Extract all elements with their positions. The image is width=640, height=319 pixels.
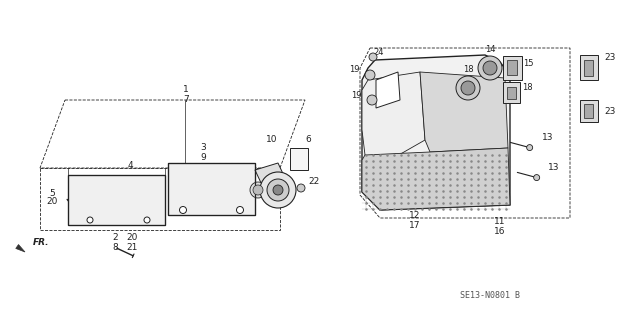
Text: 7: 7 bbox=[183, 95, 189, 105]
Text: 20: 20 bbox=[126, 234, 138, 242]
Text: 11: 11 bbox=[494, 218, 506, 226]
Text: 4: 4 bbox=[127, 160, 133, 169]
Polygon shape bbox=[580, 55, 598, 80]
Polygon shape bbox=[68, 175, 165, 225]
Text: 3: 3 bbox=[200, 143, 206, 152]
Text: 18: 18 bbox=[522, 84, 532, 93]
Circle shape bbox=[367, 95, 377, 105]
Circle shape bbox=[297, 184, 305, 192]
Text: 22: 22 bbox=[308, 177, 319, 187]
Circle shape bbox=[260, 172, 296, 208]
Circle shape bbox=[534, 174, 540, 181]
Circle shape bbox=[456, 76, 480, 100]
Polygon shape bbox=[376, 72, 400, 108]
Polygon shape bbox=[362, 148, 510, 210]
Text: 13: 13 bbox=[548, 164, 559, 173]
Circle shape bbox=[478, 56, 502, 80]
Text: FR.: FR. bbox=[33, 238, 49, 247]
Circle shape bbox=[461, 81, 475, 95]
Text: 19: 19 bbox=[351, 91, 362, 100]
Circle shape bbox=[179, 206, 186, 213]
Bar bbox=[584, 60, 593, 76]
Circle shape bbox=[144, 217, 150, 223]
Text: 19: 19 bbox=[349, 65, 360, 75]
Text: 23: 23 bbox=[604, 54, 616, 63]
Text: 5: 5 bbox=[49, 189, 55, 197]
Circle shape bbox=[253, 185, 263, 195]
Circle shape bbox=[250, 182, 266, 198]
Circle shape bbox=[237, 206, 243, 213]
Text: SE13-N0801 B: SE13-N0801 B bbox=[460, 292, 520, 300]
Text: 18: 18 bbox=[463, 65, 474, 75]
Circle shape bbox=[527, 145, 532, 151]
Polygon shape bbox=[362, 55, 510, 210]
Bar bbox=[584, 104, 593, 118]
Text: 9: 9 bbox=[200, 152, 206, 161]
Circle shape bbox=[87, 217, 93, 223]
Text: 15: 15 bbox=[523, 58, 534, 68]
Circle shape bbox=[273, 185, 283, 195]
Polygon shape bbox=[420, 72, 508, 152]
Text: 23: 23 bbox=[604, 108, 616, 116]
Text: 20: 20 bbox=[46, 197, 58, 206]
Polygon shape bbox=[255, 163, 285, 185]
Text: 17: 17 bbox=[409, 221, 420, 231]
Circle shape bbox=[483, 61, 497, 75]
Polygon shape bbox=[362, 72, 425, 160]
Polygon shape bbox=[503, 56, 522, 80]
Text: 14: 14 bbox=[484, 46, 495, 55]
Circle shape bbox=[365, 70, 375, 80]
Text: 24: 24 bbox=[373, 48, 383, 57]
Polygon shape bbox=[16, 245, 25, 252]
Text: 21: 21 bbox=[126, 243, 138, 253]
Polygon shape bbox=[290, 148, 308, 170]
Bar bbox=[507, 60, 517, 75]
Text: 10: 10 bbox=[266, 136, 278, 145]
Text: 2: 2 bbox=[112, 234, 118, 242]
Text: 6: 6 bbox=[305, 136, 311, 145]
Text: 8: 8 bbox=[112, 243, 118, 253]
Text: 13: 13 bbox=[542, 133, 554, 143]
Text: 16: 16 bbox=[494, 227, 506, 236]
Polygon shape bbox=[168, 163, 255, 215]
Polygon shape bbox=[68, 175, 165, 225]
Text: 12: 12 bbox=[410, 211, 420, 220]
Polygon shape bbox=[580, 100, 598, 122]
Text: 1: 1 bbox=[183, 85, 189, 94]
Polygon shape bbox=[503, 82, 520, 103]
Circle shape bbox=[267, 179, 289, 201]
Bar bbox=[507, 87, 516, 99]
Circle shape bbox=[369, 53, 377, 61]
